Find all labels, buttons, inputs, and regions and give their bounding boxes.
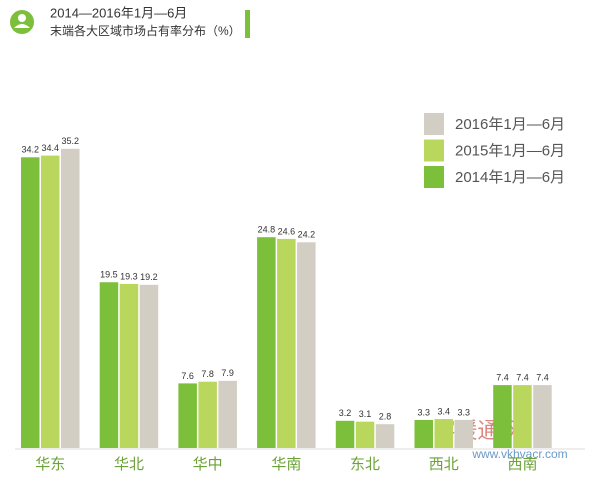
icon-body [14, 24, 30, 28]
x-tick-label: 华南 [271, 456, 301, 473]
value-label: 19.2 [140, 272, 158, 282]
bar [139, 284, 159, 448]
bar [434, 419, 453, 448]
value-label: 3.1 [359, 409, 372, 419]
bar [21, 157, 40, 449]
bar [41, 155, 60, 448]
value-label: 3.2 [339, 408, 352, 418]
bar [533, 385, 552, 448]
bar [414, 419, 433, 448]
bar [119, 283, 139, 448]
legend-label: 2016年1月—6月 [455, 116, 565, 133]
value-label: 24.6 [278, 226, 296, 236]
bar [218, 380, 237, 448]
value-label: 24.8 [258, 225, 276, 235]
bar [178, 383, 197, 448]
value-label: 7.4 [536, 372, 549, 382]
legend-swatch [424, 113, 444, 135]
legend-label: 2014年1月—6月 [455, 169, 565, 186]
x-tick-label: 华北 [114, 456, 144, 473]
value-label: 3.3 [457, 407, 470, 417]
value-label: 7.6 [181, 371, 194, 381]
header-bar [245, 10, 250, 38]
x-tick-label: 东北 [350, 456, 380, 473]
bar [297, 242, 316, 448]
chart-title: 2014—2016年1月—6月 [50, 5, 187, 20]
bar [454, 419, 473, 448]
bar [355, 421, 375, 448]
legend-swatch [424, 166, 444, 188]
value-label: 19.3 [120, 271, 138, 281]
value-label: 34.2 [21, 145, 39, 155]
legend-label: 2015年1月—6月 [455, 142, 565, 159]
bar [99, 282, 119, 448]
bar [198, 381, 217, 448]
bar [513, 385, 532, 448]
x-tick-label: 西南 [507, 456, 537, 473]
bar [375, 424, 395, 448]
value-label: 3.4 [437, 406, 450, 416]
value-label: 34.4 [41, 143, 59, 153]
value-label: 3.3 [417, 407, 430, 417]
value-label: 7.9 [221, 368, 234, 378]
bar [335, 420, 355, 448]
bar [257, 237, 276, 448]
value-label: 7.4 [496, 372, 509, 382]
watermark-url: www.vkhvacr.com [471, 447, 567, 461]
bar [277, 238, 296, 448]
bar [61, 148, 80, 449]
x-tick-label: 华东 [35, 456, 65, 473]
value-label: 7.4 [516, 372, 529, 382]
x-tick-label: 华中 [193, 456, 223, 473]
bar [493, 385, 512, 448]
x-tick-label: 西北 [429, 456, 459, 473]
value-label: 19.5 [100, 270, 118, 280]
value-label: 35.2 [61, 136, 79, 146]
icon-head [18, 14, 26, 22]
value-label: 2.8 [379, 412, 392, 422]
value-label: 7.8 [201, 369, 214, 379]
value-label: 24.2 [298, 230, 316, 240]
chart-subtitle: 末端各大区域市场占有率分布（%） [50, 23, 241, 38]
legend-swatch [424, 139, 444, 162]
